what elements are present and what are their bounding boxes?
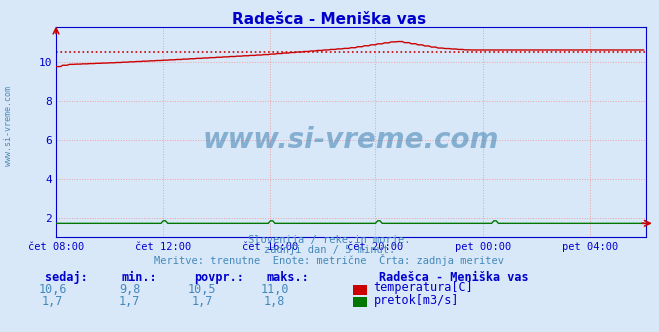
Text: 10,5: 10,5: [188, 283, 217, 296]
Text: 1,7: 1,7: [119, 295, 140, 308]
Text: Radešca - Meniška vas: Radešca - Meniška vas: [233, 12, 426, 27]
Text: 11,0: 11,0: [260, 283, 289, 296]
Text: Radešca - Meniška vas: Radešca - Meniška vas: [379, 271, 529, 284]
Text: sedaj:: sedaj:: [45, 271, 88, 284]
Text: 1,8: 1,8: [264, 295, 285, 308]
Text: Meritve: trenutne  Enote: metrične  Črta: zadnja meritev: Meritve: trenutne Enote: metrične Črta: …: [154, 254, 505, 266]
Text: 9,8: 9,8: [119, 283, 140, 296]
Text: 1,7: 1,7: [42, 295, 63, 308]
Text: www.si-vreme.com: www.si-vreme.com: [203, 126, 499, 154]
Text: Slovenija / reke in morje.: Slovenija / reke in morje.: [248, 235, 411, 245]
Text: povpr.:: povpr.:: [194, 271, 244, 284]
Text: maks.:: maks.:: [267, 271, 310, 284]
Text: pretok[m3/s]: pretok[m3/s]: [374, 294, 459, 307]
Text: temperatura[C]: temperatura[C]: [374, 282, 473, 294]
Text: 1,7: 1,7: [192, 295, 213, 308]
Text: min.:: min.:: [122, 271, 158, 284]
Text: zadnji dan / 5 minut.: zadnji dan / 5 minut.: [264, 245, 395, 255]
Text: www.si-vreme.com: www.si-vreme.com: [4, 86, 13, 166]
Text: 10,6: 10,6: [38, 283, 67, 296]
